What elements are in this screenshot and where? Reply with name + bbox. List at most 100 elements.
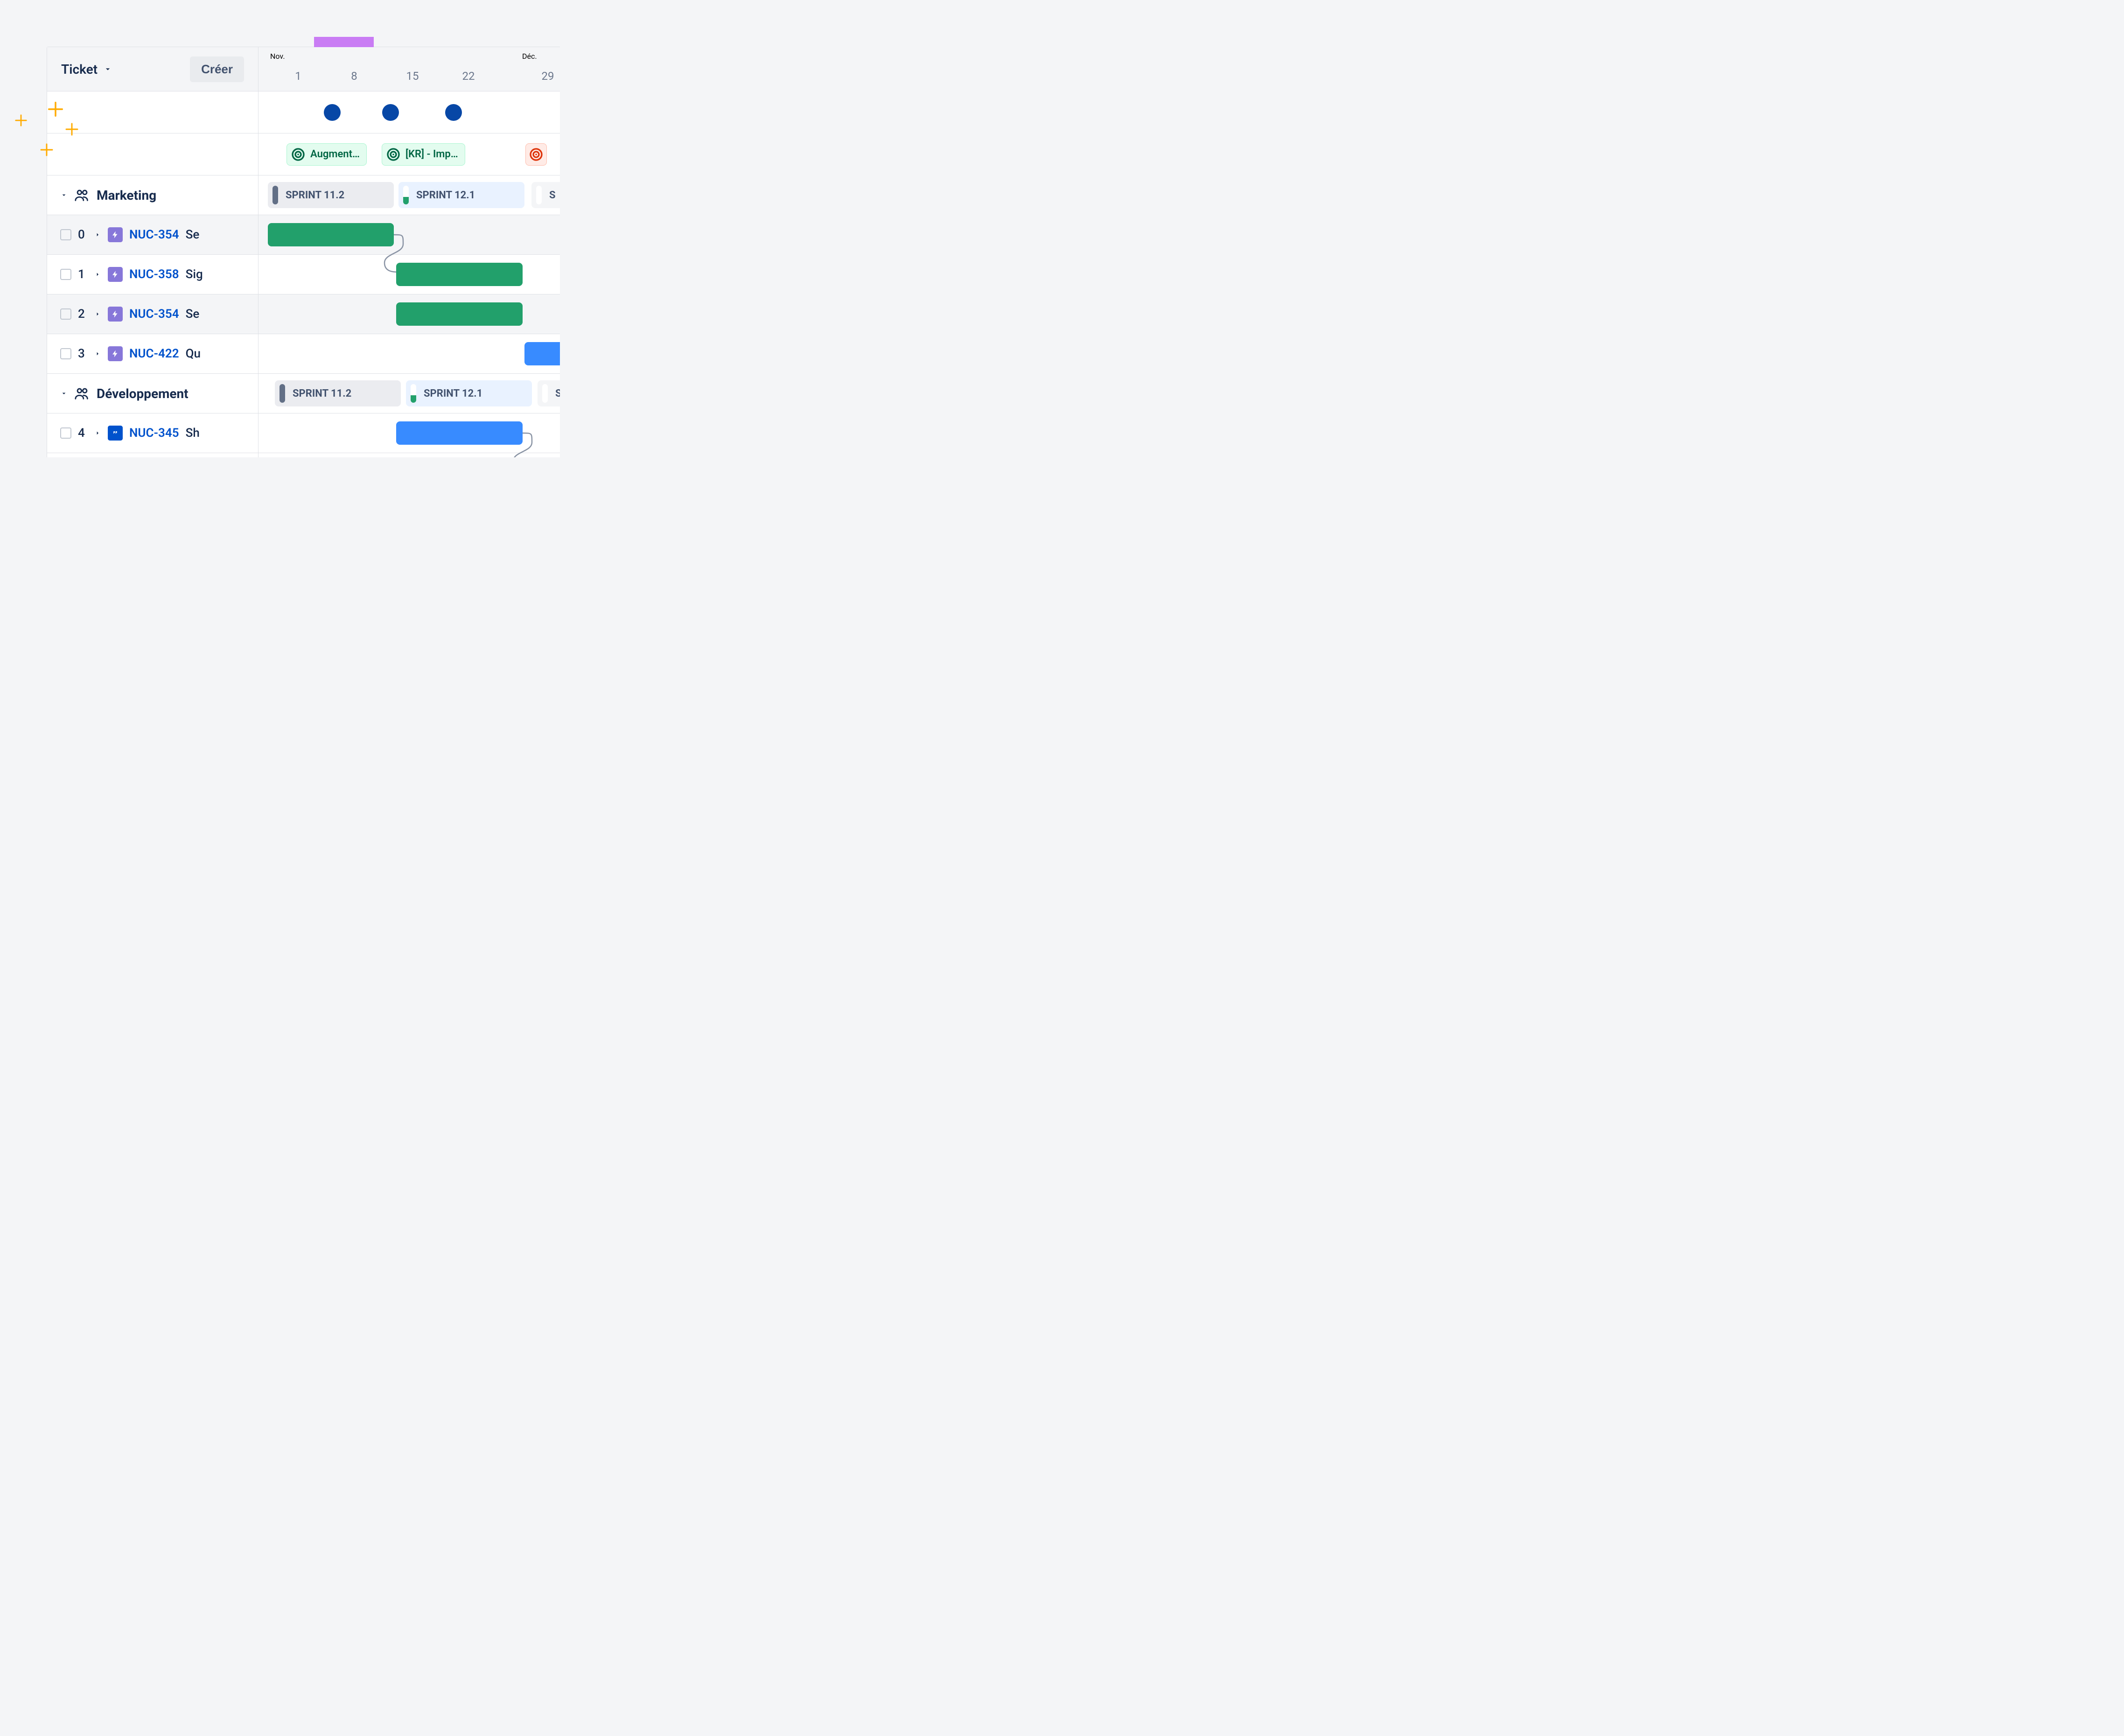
gantt-track [259, 255, 560, 294]
sprint-pill[interactable]: S [538, 380, 560, 406]
sprint-pill[interactable]: SPRINT 12.1 [398, 182, 524, 208]
create-button[interactable]: Créer [190, 56, 244, 82]
ticket-title: Se [186, 307, 200, 321]
day-label: 22 [462, 70, 475, 83]
chevron-right-icon[interactable] [94, 429, 101, 437]
sprint-label: SPRINT 11.2 [293, 388, 351, 399]
month-label: Déc. [522, 52, 537, 61]
sprint-track: SPRINT 11.2 SPRINT 12.1 S [259, 175, 560, 215]
sparkle-decoration [14, 100, 89, 161]
sprint-label: SPRINT 12.1 [416, 189, 475, 201]
ticket-rank: 2 [78, 307, 87, 321]
day-label: 8 [351, 70, 357, 83]
ticket-title: Sh [186, 426, 200, 440]
month-label: Nov. [270, 52, 285, 61]
ticket-dropdown-label: Ticket [61, 62, 98, 77]
milestones-row [259, 91, 560, 133]
sprint-label: S [549, 189, 556, 201]
ticket-key[interactable]: NUC-345 [129, 426, 179, 440]
ticket-row[interactable]: 0 NUC-354 Se [47, 215, 258, 255]
ticket-checkbox[interactable] [60, 348, 71, 359]
group-name: Développement [97, 386, 189, 401]
chevron-down-icon [103, 64, 112, 74]
sprint-progress-bar [542, 384, 548, 403]
quote-type-icon [108, 426, 123, 441]
sprint-track: SPRINT 11.2 SPRINT 12.1 S [259, 374, 560, 413]
milestone-dot[interactable] [382, 104, 399, 121]
sprint-progress-bar [403, 186, 409, 204]
goal-pill[interactable] [525, 143, 547, 166]
chevron-right-icon[interactable] [94, 350, 101, 357]
sprint-progress-bar [411, 384, 416, 403]
ticket-row[interactable]: 4NUC-345Sh [47, 413, 258, 453]
gantt-bar[interactable] [524, 342, 560, 365]
ticket-rank: 3 [78, 347, 87, 361]
sprint-pill[interactable]: SPRINT 12.1 [406, 380, 532, 406]
gantt-bar[interactable] [396, 421, 523, 445]
ticket-title: Sig [186, 267, 203, 281]
ticket-checkbox[interactable] [60, 308, 71, 320]
epic-type-icon [108, 346, 123, 361]
sprint-progress-bar [279, 384, 285, 403]
sprint-progress-bar [272, 186, 278, 204]
sprint-progress-bar [536, 186, 542, 204]
gantt-track [259, 334, 560, 374]
ticket-title: Qu [186, 347, 201, 361]
ticket-key[interactable]: NUC-354 [129, 307, 179, 321]
ticket-row[interactable]: 2 NUC-354 Se [47, 294, 258, 334]
goal-pill[interactable]: Augment… [286, 143, 367, 166]
chevron-right-icon[interactable] [94, 310, 101, 318]
people-icon [74, 187, 90, 203]
dependency-line [509, 432, 546, 457]
group-header[interactable]: Marketing [47, 175, 258, 215]
sprint-label: SPRINT 11.2 [286, 189, 344, 201]
ticket-key[interactable]: NUC-422 [129, 347, 179, 361]
epic-type-icon [108, 227, 123, 242]
gantt-bar[interactable] [268, 223, 394, 246]
target-icon [386, 147, 401, 162]
gantt-track [259, 215, 560, 255]
gantt-track [259, 413, 560, 453]
ticket-row[interactable]: 3 NUC-422 Qu [47, 334, 258, 374]
day-label: 29 [542, 70, 554, 83]
group-header[interactable]: Développement [47, 374, 258, 413]
ticket-key[interactable]: NUC-358 [129, 267, 179, 281]
day-label: 1 [295, 70, 301, 83]
epic-type-icon [108, 307, 123, 322]
sprint-pill[interactable]: SPRINT 11.2 [268, 182, 394, 208]
sprint-pill[interactable]: S [531, 182, 560, 208]
day-label: 15 [406, 70, 419, 83]
milestone-dot[interactable] [324, 104, 341, 121]
goals-row: Augment… [KR] - Imp… [259, 133, 560, 175]
people-icon [74, 385, 90, 401]
ticket-checkbox[interactable] [60, 269, 71, 280]
gantt-bar[interactable] [396, 302, 523, 326]
goal-label: Augment… [310, 148, 360, 160]
chevron-right-icon[interactable] [94, 231, 101, 238]
ticket-key[interactable]: NUC-354 [129, 228, 179, 242]
group-name: Marketing [97, 188, 156, 203]
goal-pill[interactable]: [KR] - Imp… [382, 143, 465, 166]
milestone-dot[interactable] [445, 104, 462, 121]
chevron-down-icon[interactable] [60, 390, 68, 397]
ticket-row[interactable]: 1 NUC-358 Sig [47, 255, 258, 294]
target-icon [291, 147, 306, 162]
chevron-down-icon[interactable] [60, 191, 68, 199]
sprint-pill[interactable]: SPRINT 11.2 [275, 380, 401, 406]
epic-type-icon [108, 267, 123, 282]
ticket-checkbox[interactable] [60, 229, 71, 240]
ticket-rank: 0 [78, 228, 87, 242]
sprint-label: S [555, 388, 560, 399]
roadmap-panel: Ticket Créer Marketing 0 NUC-354 Se 1 NUC-358… [47, 47, 560, 457]
chevron-right-icon[interactable] [94, 271, 101, 278]
left-header: Ticket Créer [47, 47, 258, 91]
gantt-track [259, 294, 560, 334]
ticket-rank: 1 [78, 267, 87, 281]
ticket-checkbox[interactable] [60, 427, 71, 439]
timeline-column: Nov. Déc. 1 8 15 22 29 Augment… [KR] - Imp… SP… [259, 47, 560, 457]
goal-label: [KR] - Imp… [405, 148, 458, 160]
ticket-title: Se [186, 228, 200, 242]
gantt-bar[interactable] [396, 263, 523, 286]
timeline-header: Nov. Déc. 1 8 15 22 29 [259, 47, 560, 91]
ticket-dropdown[interactable]: Ticket [61, 62, 112, 77]
